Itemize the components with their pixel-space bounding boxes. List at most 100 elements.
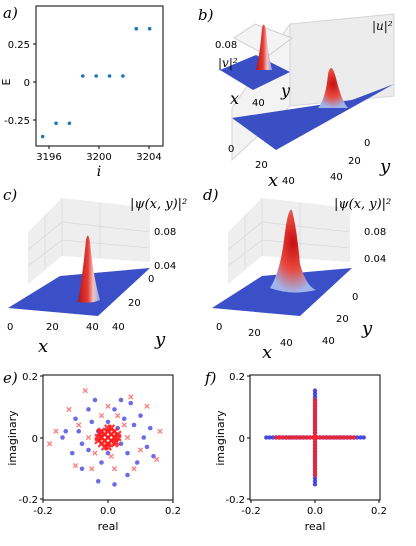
panel-f-point bbox=[326, 435, 332, 440]
panel-e-point-circle bbox=[105, 419, 111, 425]
panel-f-point bbox=[298, 435, 304, 440]
panel-f-point bbox=[270, 435, 276, 440]
panel-f-point bbox=[348, 435, 354, 440]
panel-f-xticks: -0.2 0.0 0.2 bbox=[241, 500, 387, 517]
panel-a-ytick-label: 0.25 bbox=[8, 40, 30, 51]
panel-a-ylabel: E bbox=[0, 78, 13, 85]
panel-e-point-circle bbox=[99, 460, 104, 465]
panel-f-point bbox=[342, 435, 347, 440]
panel-c-ytick-label: 40 bbox=[112, 322, 125, 333]
panel-e-label: e) bbox=[3, 369, 18, 387]
panel-f-yticks: 0.2 0 -0.2 bbox=[225, 372, 250, 506]
panel-f: f) 0.2 0 -0.2 -0.2 0.0 0.2 real imaginar… bbox=[204, 369, 387, 533]
panel-b-surface-floor bbox=[232, 84, 394, 150]
panel-a-xlabel: i bbox=[97, 164, 101, 180]
panel-e-ytick-label: 0.2 bbox=[22, 372, 38, 383]
panel-e-point-circle bbox=[76, 428, 82, 434]
panel-e-point-x bbox=[108, 453, 114, 459]
panel-e-point-x bbox=[66, 406, 72, 413]
panel-c-ytick-label: 20 bbox=[128, 298, 141, 309]
panel-f-ytick-label: 0.2 bbox=[229, 372, 245, 383]
panel-e-xtick-label: -0.2 bbox=[33, 506, 53, 517]
panel-a-xtick-label: 3200 bbox=[86, 152, 111, 163]
panel-c-grid bbox=[27, 198, 151, 270]
panel-c-xlabel: x bbox=[38, 336, 48, 357]
panel-e-point-circle bbox=[138, 413, 143, 418]
panel-e-xlabel: real bbox=[98, 520, 119, 533]
panel-c-xtick-label: 40 bbox=[86, 322, 99, 333]
panel-e-point-circle bbox=[125, 450, 130, 456]
panel-b-ylabel: y bbox=[379, 156, 391, 177]
panel-e-xtick-label: 0.2 bbox=[165, 506, 181, 517]
panel-e-point-circle bbox=[128, 400, 134, 406]
panel-f-point bbox=[333, 435, 338, 440]
panel-c-ylabel: y bbox=[154, 329, 166, 350]
panel-e-point-circle bbox=[86, 447, 91, 453]
panel-f-point bbox=[286, 435, 291, 440]
panel-e-point-x bbox=[46, 441, 53, 447]
panel-a-xticks: 3196 3200 3204 bbox=[36, 146, 162, 163]
panel-e-point-x bbox=[137, 447, 144, 453]
panel-b-xtick-label: 20 bbox=[255, 160, 268, 171]
panel-a-point bbox=[121, 74, 125, 78]
panel-e-point-circle bbox=[79, 466, 85, 472]
panel-e-point-x bbox=[111, 466, 118, 472]
panel-f-points bbox=[264, 388, 366, 487]
panel-e-point-x bbox=[82, 387, 88, 394]
panel-f-point bbox=[267, 435, 272, 440]
panel-e-point-x bbox=[92, 450, 98, 456]
panel-d-label: d) bbox=[203, 186, 219, 204]
panel-e-point-circle bbox=[134, 460, 140, 465]
panel-c-surface-floor bbox=[8, 268, 150, 316]
panel-a-point bbox=[67, 121, 72, 126]
panel-f-ylabel: imaginary bbox=[214, 410, 227, 466]
panel-e-point-x bbox=[95, 428, 104, 437]
panel-f-point bbox=[295, 435, 301, 440]
panel-d-xtick-label: 0 bbox=[216, 322, 222, 333]
panel-a: a) 0.25 0 -0.25 3196 3200 3204 i E bbox=[0, 4, 164, 180]
panel-e-point-circle bbox=[141, 435, 147, 440]
panel-e-point-x bbox=[94, 436, 103, 445]
panel-d-grid bbox=[227, 198, 351, 270]
panel-e-point-x bbox=[89, 466, 95, 472]
panel-f-point bbox=[354, 435, 360, 440]
panel-f-point bbox=[276, 435, 282, 440]
panel-b-inset: 0.08 |v|² x 40 y bbox=[215, 23, 294, 109]
panel-d-zlabel: |ψ(x, y)|² bbox=[334, 197, 391, 212]
panel-d-xlabel: x bbox=[262, 342, 272, 363]
panel-f-point bbox=[312, 478, 318, 484]
panel-e: e) 0.2 0 -0.2 -0.2 0.0 0.2 real imaginar… bbox=[3, 369, 181, 533]
panel-e-point-circle bbox=[125, 472, 130, 478]
panel-f-point bbox=[358, 435, 363, 440]
panel-e-point-x bbox=[100, 442, 109, 451]
panel-f-point bbox=[361, 435, 366, 440]
panel-e-point-circle bbox=[112, 482, 117, 487]
panel-f-xlabel: real bbox=[305, 520, 326, 533]
panel-e-point-circle bbox=[147, 425, 153, 431]
panel-e-ytick-label: 0 bbox=[32, 434, 38, 445]
panel-f-point bbox=[317, 435, 322, 440]
panel-c-ytick-label: 0 bbox=[148, 274, 154, 285]
panel-c-label: c) bbox=[3, 186, 17, 204]
panel-f-point bbox=[351, 435, 357, 440]
panel-b-inset-ztick: 0.08 bbox=[215, 40, 237, 51]
panel-f-point bbox=[312, 388, 318, 393]
panel-f-point bbox=[292, 435, 297, 440]
panel-e-point-circle bbox=[69, 450, 75, 456]
panel-e-point-x bbox=[112, 438, 121, 447]
panel-d-xtick-label: 20 bbox=[248, 328, 261, 339]
panel-c-xtick-label: 0 bbox=[7, 322, 13, 333]
panel-b-inset-peak bbox=[256, 24, 272, 71]
panel-e-point-x bbox=[157, 428, 163, 434]
panel-d-ztick-label: 0.08 bbox=[364, 227, 386, 238]
panel-b-inset-xtick: 40 bbox=[252, 98, 265, 109]
panel-e-point-x bbox=[128, 394, 134, 400]
panel-f-label: f) bbox=[204, 369, 217, 387]
panel-a-point bbox=[94, 74, 98, 78]
panel-f-ytick-label: -0.2 bbox=[225, 495, 245, 506]
panel-b-ytick-label: 0 bbox=[364, 138, 370, 149]
panel-e-xtick-label: 0.0 bbox=[100, 506, 116, 517]
panel-e-point-x bbox=[121, 422, 127, 428]
panel-c-peak bbox=[78, 235, 100, 303]
